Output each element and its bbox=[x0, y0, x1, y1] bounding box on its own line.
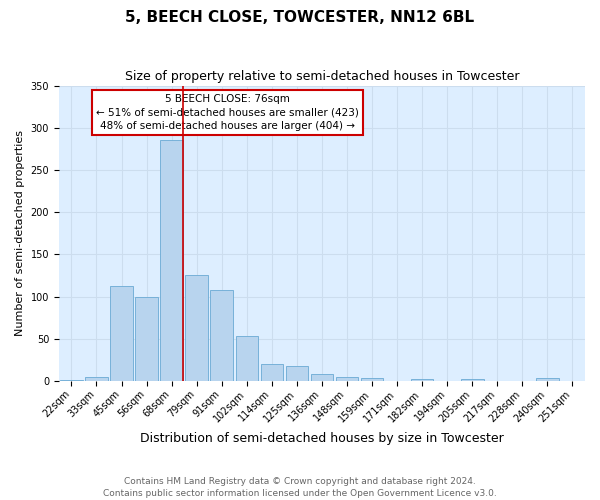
Bar bbox=[461, 378, 484, 381]
Text: 5 BEECH CLOSE: 76sqm
← 51% of semi-detached houses are smaller (423)
48% of semi: 5 BEECH CLOSE: 76sqm ← 51% of semi-detac… bbox=[96, 94, 359, 131]
Bar bbox=[260, 364, 283, 381]
Bar bbox=[211, 290, 233, 381]
X-axis label: Distribution of semi-detached houses by size in Towcester: Distribution of semi-detached houses by … bbox=[140, 432, 504, 445]
Text: Contains HM Land Registry data © Crown copyright and database right 2024.
Contai: Contains HM Land Registry data © Crown c… bbox=[103, 476, 497, 498]
Bar bbox=[286, 366, 308, 381]
Bar bbox=[361, 378, 383, 381]
Bar bbox=[411, 378, 433, 381]
Title: Size of property relative to semi-detached houses in Towcester: Size of property relative to semi-detach… bbox=[125, 70, 519, 83]
Y-axis label: Number of semi-detached properties: Number of semi-detached properties bbox=[15, 130, 25, 336]
Bar bbox=[536, 378, 559, 381]
Bar bbox=[336, 377, 358, 381]
Bar bbox=[311, 374, 333, 381]
Text: 5, BEECH CLOSE, TOWCESTER, NN12 6BL: 5, BEECH CLOSE, TOWCESTER, NN12 6BL bbox=[125, 10, 475, 25]
Bar bbox=[185, 274, 208, 381]
Bar bbox=[160, 140, 183, 381]
Bar bbox=[110, 286, 133, 381]
Bar bbox=[60, 380, 83, 381]
Bar bbox=[136, 296, 158, 381]
Bar bbox=[236, 336, 258, 381]
Bar bbox=[85, 377, 108, 381]
